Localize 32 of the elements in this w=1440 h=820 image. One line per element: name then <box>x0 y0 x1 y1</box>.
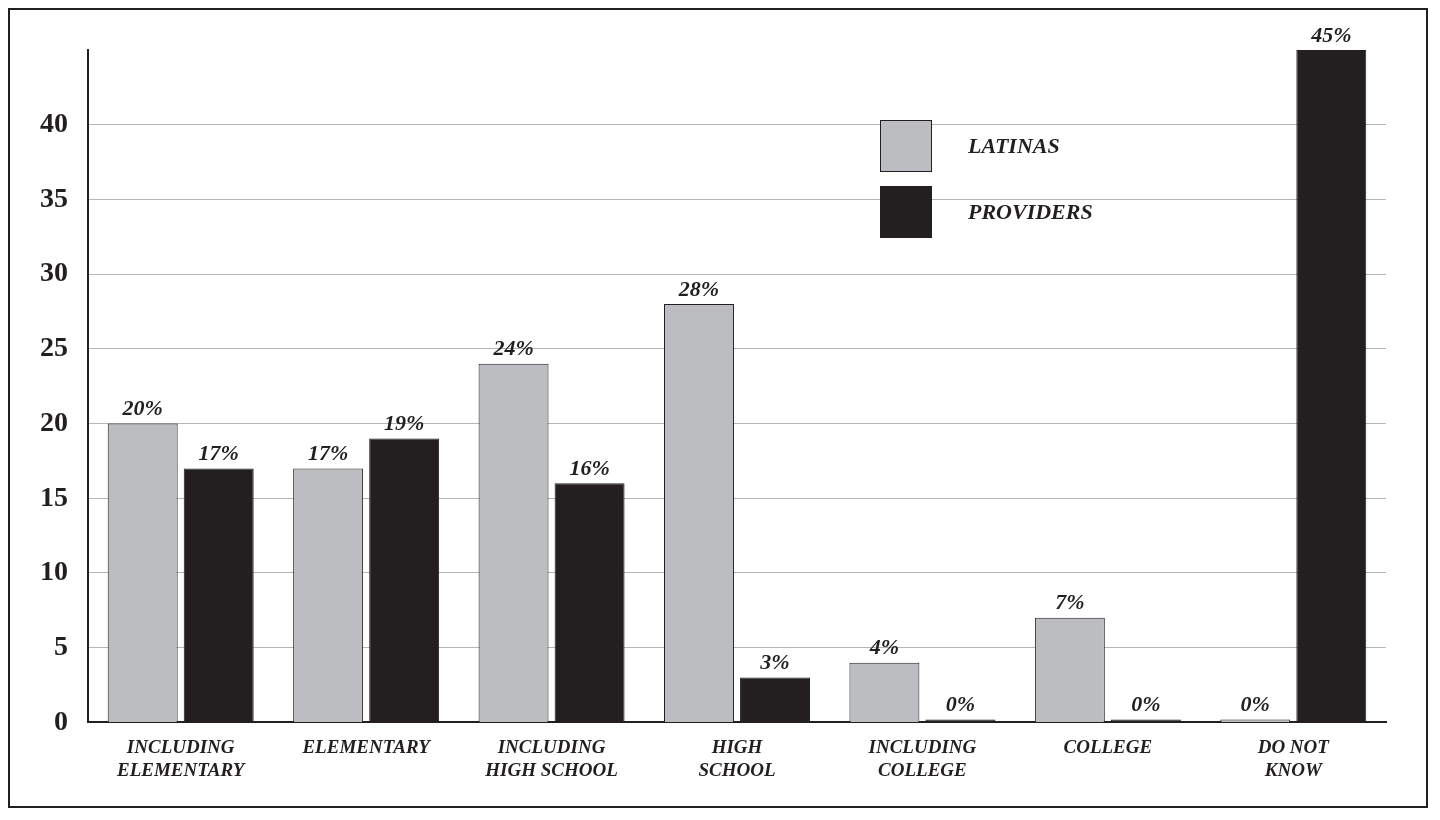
data-label: 19% <box>383 410 425 436</box>
x-tick-label: ELEMENTARY <box>301 735 433 757</box>
x-tick-label: COLLEGE <box>1063 735 1153 757</box>
data-label: 16% <box>569 455 610 481</box>
data-label: 0% <box>1240 691 1270 717</box>
data-label: 24% <box>492 335 534 361</box>
data-label: 7% <box>1055 589 1085 615</box>
data-label: 17% <box>307 440 349 466</box>
y-tick-label: 40 <box>40 106 68 138</box>
x-tick-label: INCLUDING HIGH SCHOOL <box>484 735 618 780</box>
data-label: 17% <box>198 440 239 466</box>
x-tick-label: INCLUDING COLLEGE <box>867 735 977 780</box>
data-label: 0% <box>1131 691 1161 717</box>
data-label: 3% <box>759 649 790 675</box>
data-label: 28% <box>677 275 720 301</box>
x-tick-label: INCLUDING ELEMENTARY <box>116 735 247 780</box>
y-tick-label: 0 <box>54 704 68 736</box>
y-tick-label: 25 <box>40 331 68 363</box>
y-tick-label: 15 <box>40 480 68 512</box>
data-label: 20% <box>121 395 163 421</box>
y-tick-label: 30 <box>40 256 68 288</box>
legend-label: PROVIDERS <box>968 199 1093 225</box>
x-tick-label: DO NOT KNOW <box>1256 735 1331 780</box>
data-label: 0% <box>945 691 976 717</box>
data-label: 4% <box>868 634 900 660</box>
y-tick-label: 5 <box>54 629 68 661</box>
y-tick-label: 10 <box>40 555 68 587</box>
y-tick-label: 35 <box>40 181 68 213</box>
x-tick-label: HIGH SCHOOL <box>698 735 776 780</box>
y-tick-label: 20 <box>40 405 68 437</box>
legend-label: LATINAS <box>968 133 1060 159</box>
data-label: 45% <box>1310 21 1352 47</box>
